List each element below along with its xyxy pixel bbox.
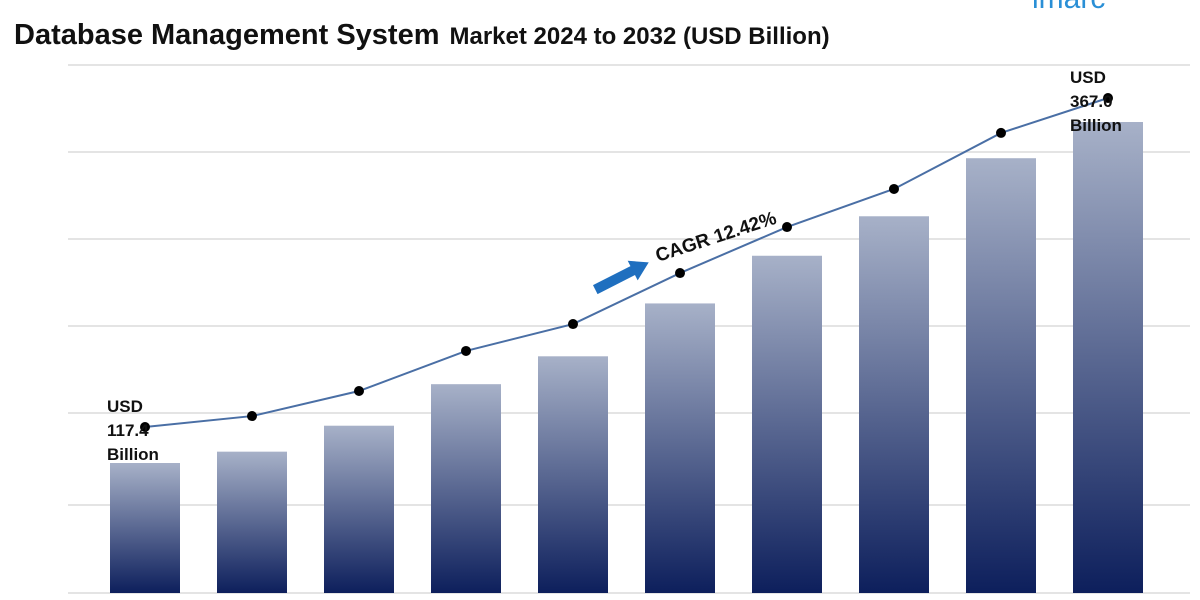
bar [1073, 122, 1143, 593]
title: Database Management System [14, 19, 440, 51]
trend-point [247, 411, 257, 422]
bar [966, 158, 1036, 594]
bar [859, 216, 929, 593]
arrow-shaft [592, 265, 637, 295]
trend-point [354, 386, 364, 397]
trend-line [144, 97, 1109, 428]
trend-point [889, 183, 899, 194]
value-label: USD 367.0 Billion [1070, 68, 1122, 135]
cagr-arrow [592, 260, 649, 295]
trend [140, 93, 1113, 432]
chart-title: Database Management System Market 2024 to… [14, 19, 830, 51]
trend-point [568, 319, 578, 330]
trend-point [461, 345, 471, 356]
arrow-head [627, 260, 649, 281]
bar [645, 303, 715, 593]
bar [110, 463, 180, 593]
trend-point [996, 127, 1006, 138]
bars [110, 122, 1143, 594]
logo: imarc [1032, 0, 1105, 15]
bar [538, 356, 608, 593]
trend-point [675, 268, 685, 279]
bar [217, 451, 287, 593]
bar [752, 255, 822, 593]
bar [324, 425, 394, 593]
trend-point [1103, 93, 1113, 103]
trend-point [782, 222, 792, 233]
subtitle: Market 2024 to 2032 (USD Billion) [450, 23, 830, 50]
trend-point [140, 422, 150, 432]
bar [431, 384, 501, 593]
value-label: USD 117.4 Billion [107, 397, 159, 464]
